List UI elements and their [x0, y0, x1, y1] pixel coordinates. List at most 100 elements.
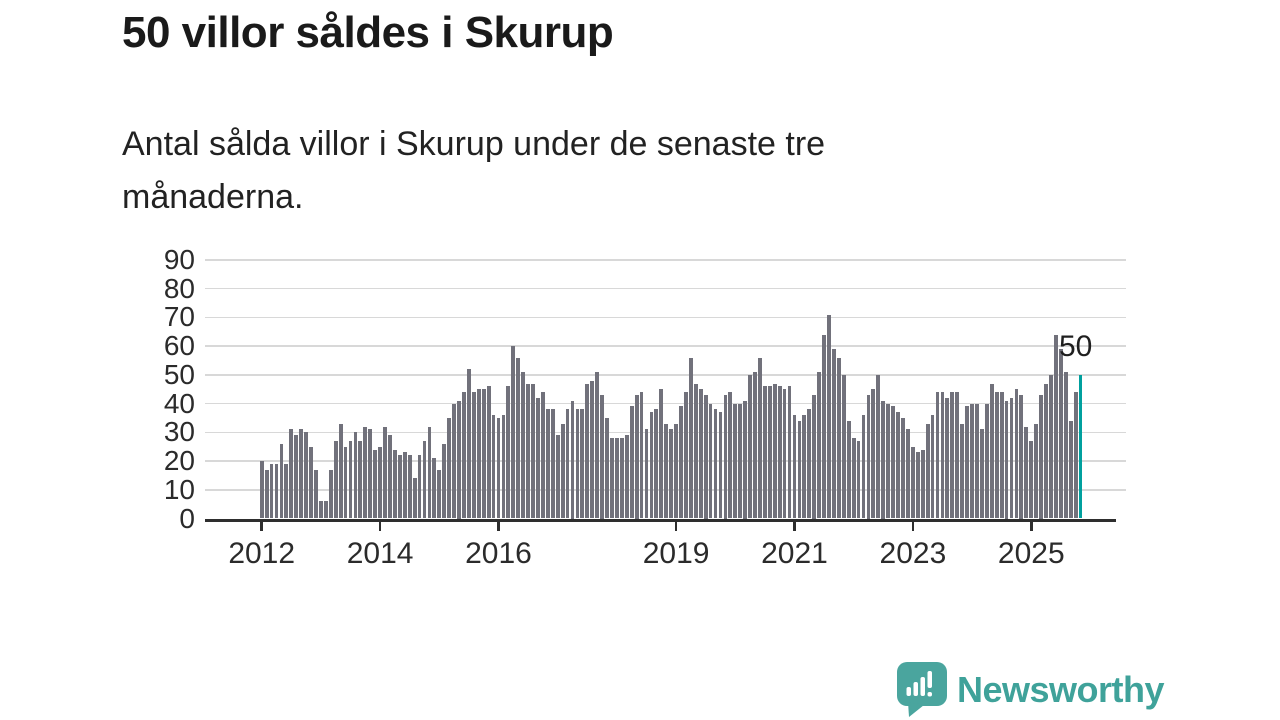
gridline — [205, 259, 1126, 261]
bar — [1054, 334, 1058, 519]
bar — [565, 409, 570, 519]
y-axis-label: 10 — [163, 473, 195, 505]
bar — [600, 395, 604, 519]
bar — [595, 372, 600, 519]
bar — [1029, 440, 1034, 519]
bar — [758, 357, 762, 519]
bar — [674, 423, 678, 519]
bar — [822, 334, 826, 519]
bar — [940, 392, 945, 519]
x-axis-label: 2016 — [465, 537, 532, 570]
bar — [624, 435, 629, 519]
x-axis-tick — [793, 521, 796, 531]
bar — [368, 429, 373, 519]
bar — [891, 406, 896, 519]
bar — [994, 392, 999, 519]
bar — [422, 440, 427, 519]
bar — [550, 409, 555, 519]
bar — [876, 374, 881, 519]
bar — [373, 449, 378, 519]
bar — [787, 386, 792, 519]
bar — [284, 463, 289, 519]
bar — [511, 346, 516, 519]
bar — [1019, 395, 1024, 519]
bar — [570, 400, 575, 519]
bar — [328, 469, 333, 519]
bar — [644, 429, 649, 519]
y-axis-label: 20 — [163, 445, 195, 477]
bar — [1034, 423, 1039, 519]
bar — [560, 423, 565, 519]
bar — [713, 409, 718, 519]
bar — [659, 389, 664, 519]
bar — [279, 443, 284, 519]
bar — [669, 429, 674, 519]
bar — [782, 389, 787, 519]
y-axis-label: 0 — [179, 502, 195, 534]
bar — [836, 357, 841, 519]
gridline — [205, 402, 1126, 405]
bar — [1068, 420, 1073, 519]
bar — [906, 429, 910, 519]
bar — [738, 403, 743, 519]
y-axis-label: 40 — [163, 387, 195, 419]
bar — [886, 403, 891, 519]
bar — [841, 374, 846, 519]
bar — [353, 432, 358, 519]
bar — [723, 395, 728, 519]
bar — [866, 395, 871, 519]
bar — [545, 409, 550, 519]
x-axis-tick — [1030, 521, 1033, 531]
bar — [753, 372, 757, 519]
x-axis-tick — [674, 521, 678, 531]
latest-value-annotation: 50 — [1059, 330, 1093, 363]
bar — [432, 458, 437, 519]
y-axis-label: 70 — [163, 301, 195, 333]
bar — [1014, 389, 1019, 519]
bar — [585, 383, 590, 519]
bar — [383, 426, 387, 519]
bar — [1004, 400, 1009, 519]
bar — [491, 415, 496, 519]
bar — [950, 392, 955, 519]
bar — [486, 386, 491, 519]
bar — [718, 412, 723, 519]
bar — [881, 400, 886, 519]
bar — [832, 349, 836, 519]
bar — [684, 392, 688, 519]
bar — [259, 461, 264, 519]
bar — [851, 438, 856, 519]
bar — [536, 397, 540, 519]
bar — [733, 403, 738, 519]
bar — [580, 409, 585, 519]
bar — [274, 463, 279, 519]
bar — [304, 432, 308, 519]
bar — [634, 395, 639, 519]
bar — [466, 369, 471, 519]
bar — [378, 446, 382, 519]
bar — [930, 415, 935, 519]
bar — [920, 449, 925, 519]
bar — [323, 501, 328, 519]
x-axis-tick — [497, 521, 500, 531]
bar — [960, 423, 965, 519]
bar — [812, 395, 817, 519]
bar — [792, 415, 797, 519]
bar — [412, 478, 417, 519]
bar — [896, 412, 900, 519]
bar — [1058, 349, 1063, 519]
bar — [762, 386, 767, 519]
bar — [935, 392, 940, 519]
bar — [871, 389, 876, 519]
bar — [807, 409, 812, 519]
bar — [743, 400, 748, 519]
highlight-bar — [1078, 374, 1083, 519]
bar — [802, 415, 807, 519]
newsworthy-logo: Newsworthy — [897, 662, 1165, 718]
bar — [698, 389, 703, 519]
bar — [452, 403, 456, 519]
bar — [319, 501, 323, 519]
x-axis-label: 2012 — [228, 537, 296, 570]
